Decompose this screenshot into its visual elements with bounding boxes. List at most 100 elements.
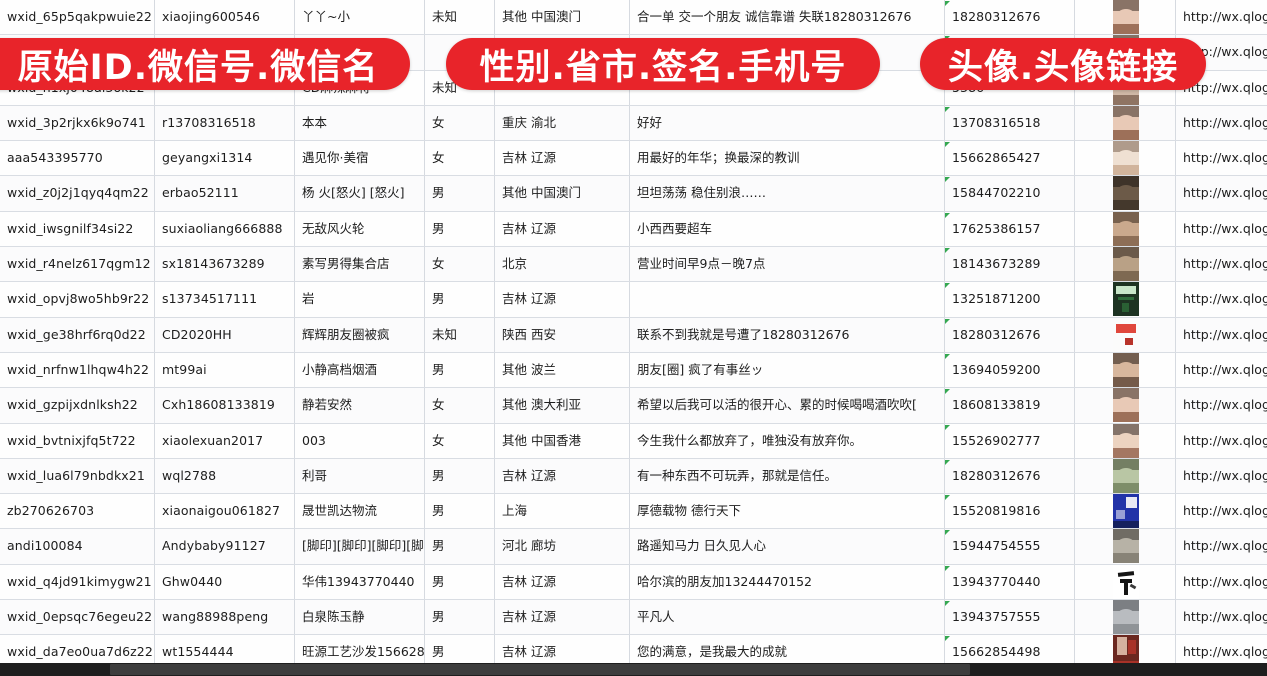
cell-sign[interactable]: 营业时间早9点－晚7点 [629, 246, 945, 283]
cell-wechat[interactable]: Ghw0440 [154, 564, 295, 601]
cell-prov[interactable]: 北京 [494, 246, 630, 283]
cell-sign[interactable]: 用最好的年华；换最深的教训 [629, 140, 945, 177]
cell-phone[interactable]: 17625386157 [944, 211, 1075, 248]
cell-phone[interactable]: 18280312676 [944, 317, 1075, 353]
cell-phone[interactable]: 13694059200 [944, 352, 1075, 389]
cell-nick[interactable]: 素写男得集合店 [294, 246, 425, 283]
cell-sign[interactable]: 平凡人 [629, 599, 945, 636]
cell-wechat[interactable]: geyangxi1314 [154, 140, 295, 177]
cell-wechat[interactable]: xiaojing600546 [154, 0, 295, 36]
cell-phone[interactable]: 15526902777 [944, 423, 1075, 459]
cell-nick[interactable]: 003 [294, 423, 425, 459]
cell-avatar[interactable] [1074, 599, 1176, 636]
cell-sign[interactable]: 哈尔滨的朋友加13244470152 [629, 564, 945, 601]
cell-wechat[interactable]: Andybaby91127 [154, 528, 295, 565]
cell-sex[interactable]: 女 [424, 423, 495, 459]
table-row[interactable]: wxid_opvj8wo5hb9r22 s13734517111 岩男吉林 辽源 13… [0, 281, 1267, 318]
cell-phone[interactable]: 13943757555 [944, 599, 1075, 636]
cell-phone[interactable]: 15662854498 [944, 634, 1075, 671]
cell-wechat[interactable]: Cxh18608133819 [154, 387, 295, 424]
cell-phone[interactable]: 18280312676 [944, 0, 1075, 36]
table-row[interactable]: wxid_lua6l79nbdkx21 wql2788 利哥男吉林 辽源 有一种东西不… [0, 458, 1267, 495]
cell-sign[interactable]: 好好 [629, 105, 945, 142]
cell-wechat[interactable]: sx18143673289 [154, 246, 295, 283]
cell-id[interactable]: wxid_0epsqc76egeu22 [0, 599, 155, 636]
cell-id[interactable]: wxid_z0j2j1qyq4qm22 [0, 175, 155, 212]
cell-url[interactable]: http://wx.qlogo.cn/mmhead [1175, 599, 1267, 636]
cell-avatar[interactable] [1074, 387, 1176, 424]
table-row[interactable]: wxid_0epsqc76egeu22 wang88988peng 白泉陈玉静男吉林… [0, 599, 1267, 636]
cell-phone[interactable]: 13251871200 [944, 281, 1075, 318]
cell-prov[interactable]: 吉林 辽源 [494, 140, 630, 177]
cell-phone[interactable]: 18608133819 [944, 387, 1075, 424]
cell-sex[interactable]: 男 [424, 211, 495, 248]
cell-sex[interactable]: 女 [424, 140, 495, 177]
cell-prov[interactable]: 其他 中国澳门 [494, 0, 630, 36]
cell-nick[interactable]: 华伟13943770440 [294, 564, 425, 601]
cell-avatar[interactable] [1074, 317, 1176, 353]
cell-nick[interactable]: [脚印][脚印][脚印][脚印 [294, 528, 425, 565]
cell-url[interactable]: http://wx.qlogo.cn/mmhead [1175, 105, 1267, 142]
table-row[interactable]: wxid_ge38hrf6rq0d22 CD2020HH 辉辉朋友圈被疯 未知 陕西 西… [0, 317, 1267, 353]
cell-prov[interactable]: 吉林 辽源 [494, 564, 630, 601]
cell-phone[interactable]: 18280312676 [944, 458, 1075, 495]
cell-sex[interactable]: 男 [424, 458, 495, 495]
table-row[interactable]: wxid_iwsgnilf34si22 suxiaoliang666888 无敌风火… [0, 211, 1267, 248]
cell-prov[interactable]: 吉林 辽源 [494, 211, 630, 248]
cell-id[interactable]: andi100084 [0, 528, 155, 565]
cell-prov[interactable]: 河北 廊坊 [494, 528, 630, 565]
cell-wechat[interactable]: suxiaoliang666888 [154, 211, 295, 248]
cell-id[interactable]: wxid_65p5qakpwuie22 [0, 0, 155, 36]
cell-url[interactable]: http://wx.qlogo.cn/mmhead [1175, 281, 1267, 318]
cell-id[interactable]: wxid_bvtnixjfq5t722 [0, 423, 155, 459]
cell-sex[interactable]: 男 [424, 599, 495, 636]
horizontal-scrollbar[interactable] [0, 663, 1267, 676]
cell-sex[interactable]: 女 [424, 387, 495, 424]
table-row[interactable]: wxid_z0j2j1qyq4qm22 erbao52111 杨 火[怒火] [怒火… [0, 175, 1267, 212]
cell-avatar[interactable] [1074, 140, 1176, 177]
cell-avatar[interactable] [1074, 175, 1176, 212]
cell-sex[interactable]: 男 [424, 493, 495, 530]
cell-url[interactable]: http://wx.qlogo.cn/mmhead [1175, 211, 1267, 248]
cell-phone[interactable]: 15844702210 [944, 175, 1075, 212]
cell-avatar[interactable] [1074, 0, 1176, 36]
cell-phone[interactable]: 13943770440 [944, 564, 1075, 601]
cell-sign[interactable]: 坦坦荡荡 稳住别浪…… [629, 175, 945, 212]
cell-wechat[interactable]: CD2020HH [154, 317, 295, 353]
cell-nick[interactable]: 小静高档烟酒 [294, 352, 425, 389]
cell-nick[interactable]: 利哥 [294, 458, 425, 495]
cell-phone[interactable]: 15944754555 [944, 528, 1075, 565]
cell-id[interactable]: zb270626703 [0, 493, 155, 530]
cell-sex[interactable]: 男 [424, 281, 495, 318]
cell-url[interactable]: http://wx.qlogo.cn/mmhead [1175, 175, 1267, 212]
cell-url[interactable]: http://wx.qlogo.cn/mmhead [1175, 528, 1267, 565]
cell-sex[interactable]: 男 [424, 528, 495, 565]
cell-nick[interactable]: 静若安然 [294, 387, 425, 424]
cell-prov[interactable]: 吉林 辽源 [494, 458, 630, 495]
cell-nick[interactable]: 岩 [294, 281, 425, 318]
cell-sex[interactable]: 男 [424, 352, 495, 389]
cell-sex[interactable]: 未知 [424, 317, 495, 353]
cell-url[interactable]: http://wx.qlogo.cn/mmhead [1175, 352, 1267, 389]
cell-url[interactable]: http://wx.qlogo.cn/mmhead [1175, 0, 1267, 36]
cell-phone[interactable]: 15520819816 [944, 493, 1075, 530]
table-row[interactable]: wxid_q4jd91kimygw21 Ghw0440 华伟13943770440 男… [0, 564, 1267, 601]
cell-url[interactable]: http://wx.qlogo.cn/mmhead [1175, 387, 1267, 424]
cell-sign[interactable]: 小西西要超车 [629, 211, 945, 248]
cell-url[interactable]: http://wx.qlogo.cn/mmhead [1175, 246, 1267, 283]
table-row[interactable]: andi100084 Andybaby91127 [脚印][脚印][脚印][脚印男河… [0, 528, 1267, 565]
cell-nick[interactable]: 白泉陈玉静 [294, 599, 425, 636]
cell-sign[interactable]: 路遥知马力 日久见人心 [629, 528, 945, 565]
cell-sex[interactable]: 女 [424, 105, 495, 142]
cell-wechat[interactable]: erbao52111 [154, 175, 295, 212]
table-row[interactable]: wxid_65p5qakpwuie22 xiaojing600546 丫丫~小 未知其… [0, 0, 1267, 36]
cell-sign[interactable]: 朋友[圈] 疯了有事丝ッ [629, 352, 945, 389]
table-row[interactable]: wxid_gzpijxdnlksh22 Cxh18608133819 静若安然女其他… [0, 387, 1267, 424]
cell-nick[interactable]: 晟世凯达物流 [294, 493, 425, 530]
table-row[interactable]: zb270626703 xiaonaigou061827 晟世凯达物流男上海 厚德载物… [0, 493, 1267, 530]
cell-sign[interactable] [629, 281, 945, 318]
cell-id[interactable]: wxid_lua6l79nbdkx21 [0, 458, 155, 495]
cell-prov[interactable]: 陕西 西安 [494, 317, 630, 353]
cell-wechat[interactable]: xiaolexuan2017 [154, 423, 295, 459]
cell-sign[interactable]: 有一种东西不可玩弄，那就是信任。 [629, 458, 945, 495]
